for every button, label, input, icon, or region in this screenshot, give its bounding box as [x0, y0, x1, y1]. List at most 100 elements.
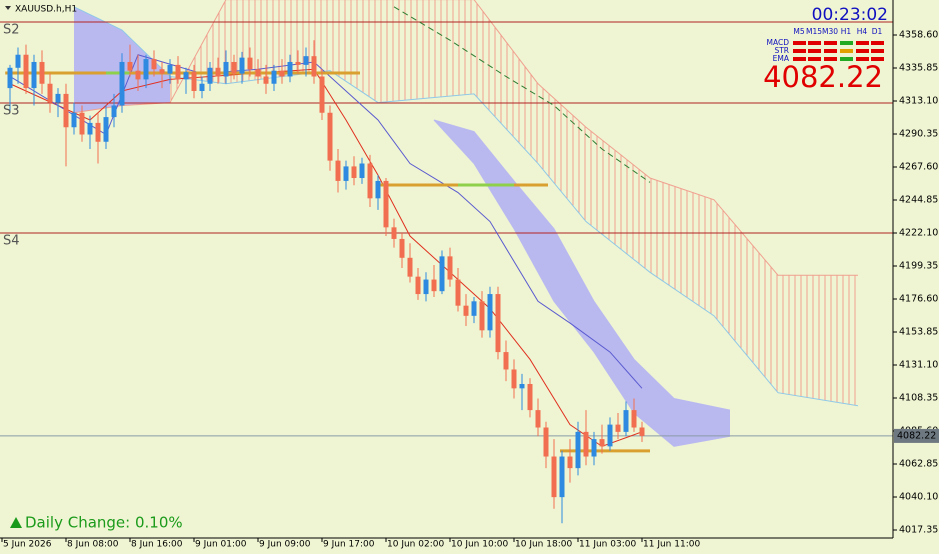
- candle-body: [23, 54, 29, 89]
- candle-body: [399, 238, 405, 258]
- candle-body: [47, 83, 53, 103]
- candle-body: [87, 122, 93, 135]
- candle-body: [271, 70, 277, 84]
- candle-body: [111, 105, 117, 118]
- candle-body: [511, 369, 517, 389]
- y-tick-label: 4222.10: [899, 227, 938, 238]
- candle-body: [207, 67, 213, 84]
- signal-cell: [871, 49, 884, 53]
- candle-body: [455, 279, 461, 306]
- candle-body: [623, 410, 629, 432]
- candle-body: [119, 61, 125, 106]
- signal-cell: [793, 41, 806, 45]
- y-tick-label: 4358.60: [899, 30, 938, 41]
- x-tick-label: 11 Jun 11:00: [643, 540, 700, 550]
- candle-body: [599, 439, 605, 447]
- cloud-piece: [538, 83, 586, 222]
- x-tick-label: 10 Jun 18:00: [515, 540, 572, 550]
- timeframe-label: D1: [872, 27, 883, 36]
- signal-cell: [808, 49, 821, 53]
- candle-body: [367, 163, 373, 199]
- candle-body: [199, 83, 205, 91]
- candle-body: [167, 64, 173, 74]
- candle-body: [7, 67, 13, 89]
- candle-body: [351, 166, 357, 179]
- candle-body: [79, 112, 85, 135]
- x-tick-label: 9 Jun 01:00: [195, 540, 247, 550]
- candle-body: [55, 93, 61, 103]
- candle-body: [583, 431, 589, 457]
- cloud-piece: [378, 0, 426, 103]
- plot-area: [0, 0, 893, 524]
- y-tick-label: 4244.85: [899, 194, 938, 205]
- y-tick-label: 4062.85: [899, 458, 938, 469]
- signal-cell: [871, 41, 884, 45]
- cloud-piece: [714, 199, 778, 393]
- y-tick-label: 4199.35: [899, 260, 938, 271]
- candle-body: [151, 59, 157, 70]
- candle-body: [263, 76, 269, 84]
- candle-body: [551, 456, 557, 498]
- candle-body: [439, 256, 445, 292]
- candle-body: [247, 57, 253, 70]
- signal-cell: [856, 49, 869, 53]
- candle-body: [415, 276, 421, 295]
- candle-body: [567, 456, 573, 469]
- candle-body: [495, 294, 501, 353]
- level-label: S4: [3, 233, 20, 248]
- signal-name: STR: [774, 46, 789, 55]
- candle-body: [615, 424, 621, 432]
- timeframe-label: M15: [806, 27, 822, 36]
- candle-body: [543, 427, 549, 457]
- timeframe-label: H1: [841, 27, 852, 36]
- candle-body: [223, 61, 229, 77]
- candle-body: [279, 70, 285, 77]
- x-tick-label: 10 Jun 10:00: [451, 540, 508, 550]
- signal-cell: [856, 41, 869, 45]
- signal-name: MACD: [767, 38, 790, 47]
- cloud-edge: [73, 0, 858, 276]
- candle-body: [375, 180, 381, 199]
- x-tick-label: 8 Jun 08:00: [67, 540, 119, 550]
- up-arrow: [10, 517, 22, 528]
- x-tick-label: 9 Jun 17:00: [323, 540, 375, 550]
- candle-body: [295, 61, 301, 65]
- x-tick-label: 11 Jun 03:00: [579, 540, 636, 550]
- cloud-piece: [634, 359, 674, 447]
- candle-body: [31, 61, 37, 89]
- indicator-line: [393, 6, 651, 183]
- y-tick-label: 4017.35: [899, 524, 938, 535]
- level-label: S2: [3, 22, 20, 37]
- daily-change: Daily Change: 0.10%: [25, 514, 183, 532]
- timeframe-label: M5: [793, 27, 804, 36]
- candle-body: [191, 72, 197, 91]
- candle-body: [231, 61, 237, 74]
- price-label-box: [894, 428, 939, 443]
- x-tick-label: 5 Jun 2026: [3, 540, 52, 550]
- candle-body: [559, 456, 565, 498]
- y-tick-label: 4335.85: [899, 63, 938, 74]
- signal-cell: [871, 57, 884, 61]
- y-tick-label: 4313.10: [899, 96, 938, 107]
- candle-body: [535, 410, 541, 428]
- signal-cell: [840, 49, 853, 53]
- candle-body: [319, 76, 325, 113]
- candle-body: [359, 163, 365, 179]
- signal-cell: [856, 57, 869, 61]
- menu-arrow: [5, 6, 11, 10]
- timer: 00:23:02: [812, 5, 888, 25]
- cloud-edge: [433, 119, 731, 447]
- candle-body: [631, 410, 637, 428]
- candle-body: [487, 294, 493, 331]
- cloud-piece: [514, 180, 554, 302]
- cloud-piece: [474, 0, 538, 164]
- cloud-piece: [586, 127, 650, 273]
- candle-body: [95, 122, 101, 142]
- y-tick-label: 4131.10: [899, 359, 938, 370]
- candle-body: [447, 256, 453, 280]
- y-tick-label: 4176.60: [899, 293, 938, 304]
- x-tick-label: 10 Jun 02:00: [387, 540, 444, 550]
- candle-body: [303, 56, 309, 65]
- x-tick-label: 9 Jun 09:00: [259, 540, 311, 550]
